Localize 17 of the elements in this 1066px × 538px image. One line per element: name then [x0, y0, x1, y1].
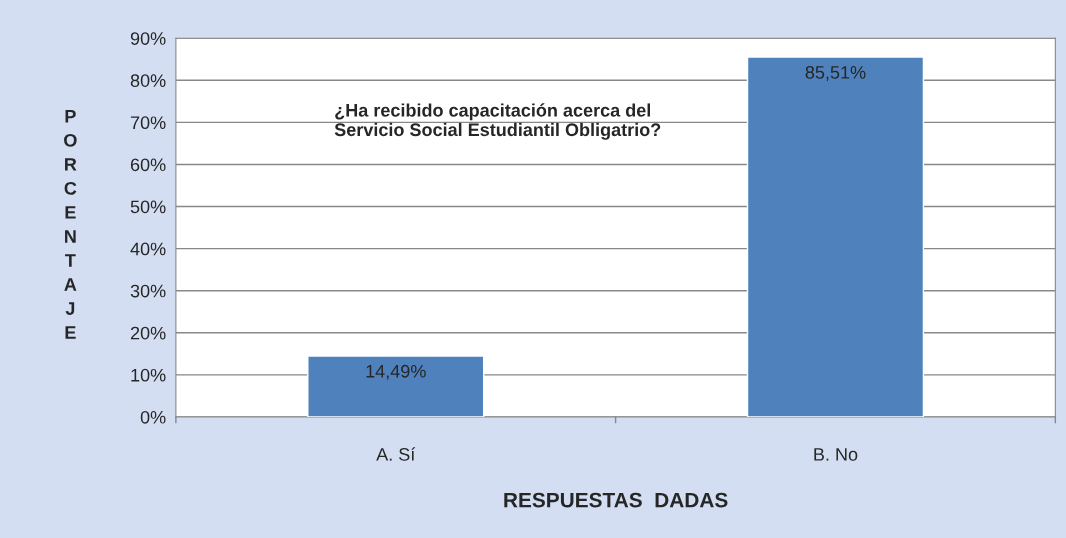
y-tick-label: 70%	[130, 116, 166, 130]
y-tick-label: 40%	[130, 242, 166, 256]
x-tick-label: A. Sí	[376, 447, 416, 461]
y-tick-label: 20%	[130, 326, 166, 340]
data-label: 14,49%	[366, 364, 426, 380]
y-tick-label: 10%	[131, 368, 166, 382]
y-tick-label: 30%	[130, 284, 166, 298]
text: ¿Ha recibido capacitación acerca del Servicio Social Estudiantil Obligatrio?	[334, 103, 661, 140]
data-label: 85,51%	[805, 65, 866, 81]
y-tick-label: 0%	[140, 410, 166, 424]
y-tick-label: 90%	[130, 32, 166, 45]
x-tick-label: B. No	[814, 448, 858, 461]
y-tick-label: 80%	[130, 74, 166, 87]
y-tick-label: 50%	[130, 200, 166, 214]
y-tick-label: 60%	[130, 158, 166, 172]
text: PORCENTAJE	[64, 110, 77, 339]
x-axis-title: RESPUESTAS DADAS	[504, 492, 728, 508]
